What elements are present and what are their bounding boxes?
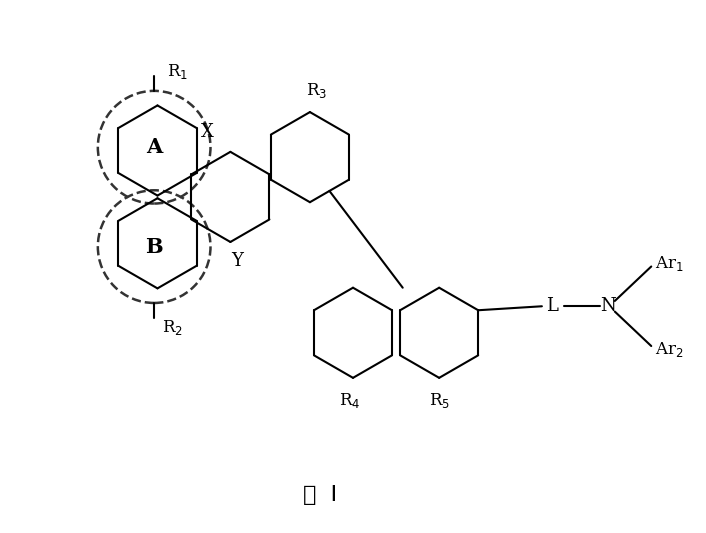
Text: R$_5$: R$_5$ [429, 391, 450, 410]
Text: 式  I: 式 I [303, 485, 337, 505]
Text: R$_1$: R$_1$ [167, 62, 189, 81]
Text: L: L [546, 297, 558, 315]
Text: R$_4$: R$_4$ [339, 391, 360, 410]
Text: R$_3$: R$_3$ [306, 81, 327, 100]
Text: B: B [145, 237, 163, 256]
Text: N: N [600, 297, 616, 315]
Text: X: X [201, 123, 214, 141]
Text: Ar$_1$: Ar$_1$ [654, 254, 683, 273]
Text: Y: Y [231, 252, 243, 270]
Text: R$_2$: R$_2$ [162, 318, 183, 336]
Text: Ar$_2$: Ar$_2$ [654, 340, 683, 359]
Text: A: A [146, 137, 162, 157]
